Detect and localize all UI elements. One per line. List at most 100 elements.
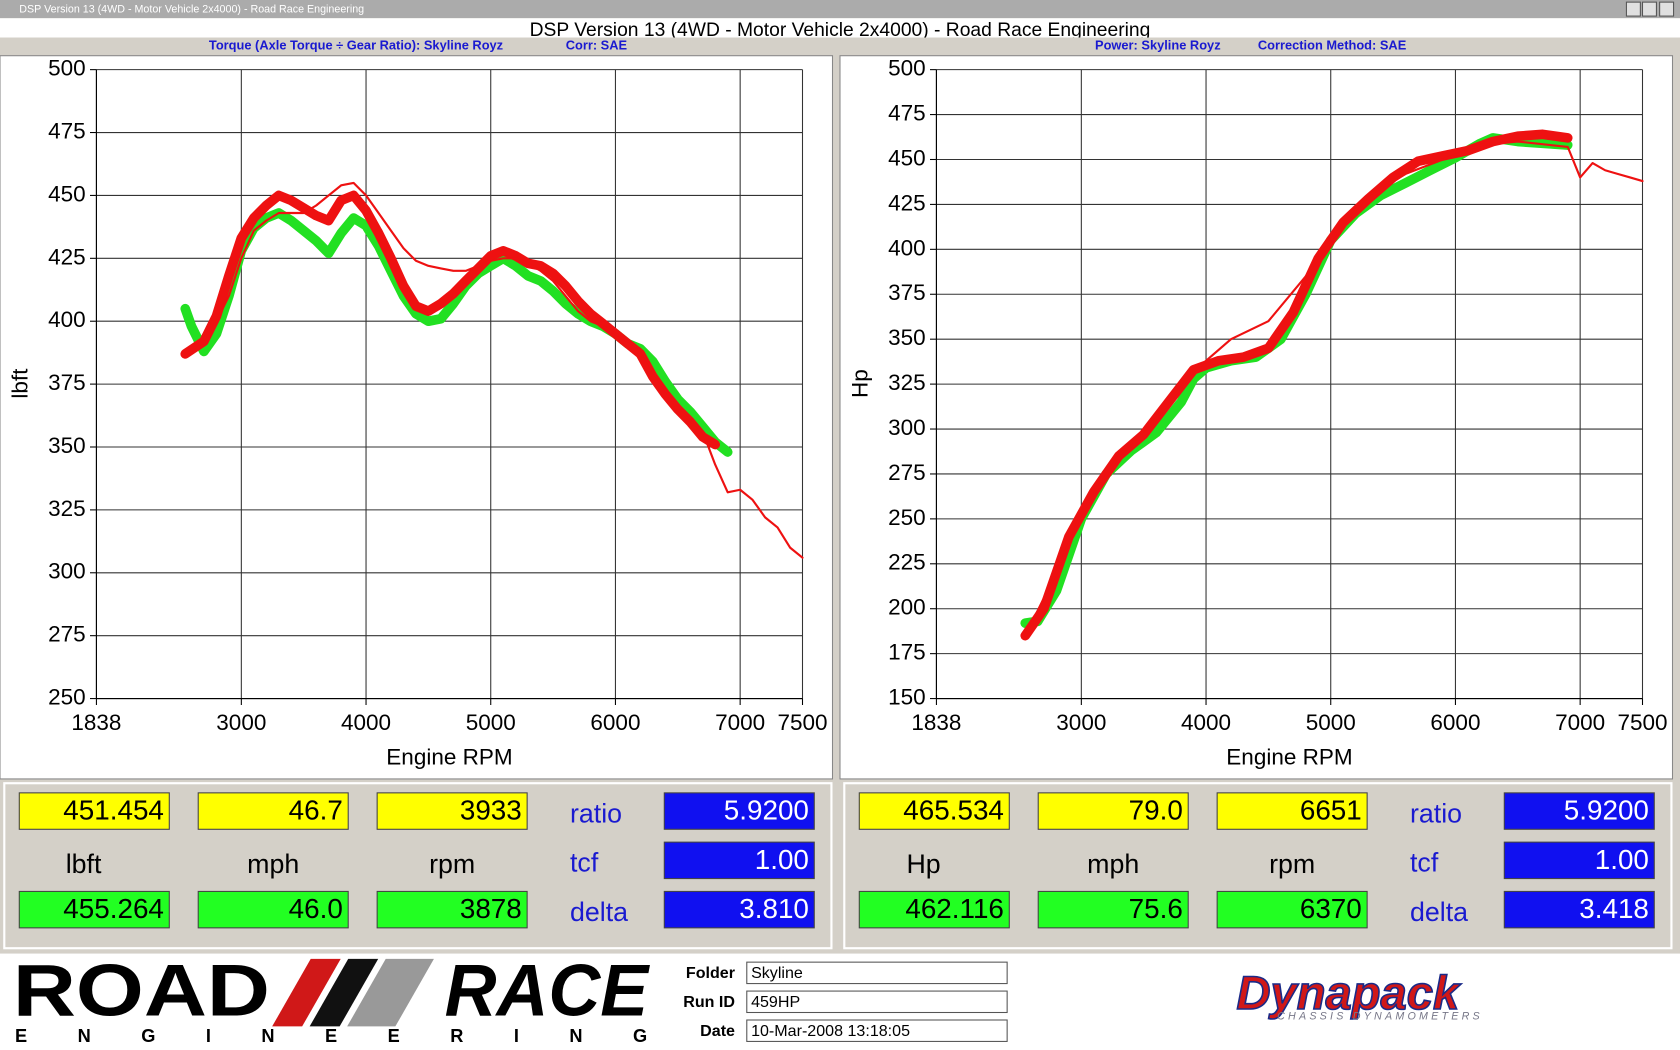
y-tick-label: 175: [888, 640, 926, 665]
factor-box: [663, 890, 815, 929]
y-axis-label: lbft: [7, 368, 32, 399]
header-title: DSP Version 13 (4WD - Motor Vehicle 2x40…: [530, 20, 1151, 41]
y-tick-label: 250: [48, 685, 86, 710]
y-tick-label: 475: [48, 118, 86, 143]
peak-box: [197, 890, 349, 929]
factor-value: 3.418: [1579, 893, 1649, 924]
header-bar: [0, 18, 1680, 38]
current-value: 465.534: [903, 795, 1004, 826]
factor-label: delta: [1410, 897, 1468, 927]
y-tick-label: 275: [48, 622, 86, 647]
logo-slash: [272, 958, 341, 1027]
y-tick-label: 325: [48, 496, 86, 521]
field-box: [746, 1019, 1008, 1042]
field-value: 10-Mar-2008 13:18:05: [751, 1022, 910, 1040]
unit-label: Hp: [906, 849, 940, 879]
field-box: [746, 990, 1008, 1014]
logo-slash: [347, 958, 434, 1027]
y-tick-label: 350: [888, 325, 926, 350]
unit-label: rpm: [429, 849, 475, 879]
y-tick-label: 400: [48, 307, 86, 332]
y-tick-label: 325: [888, 370, 926, 395]
factor-box: [663, 841, 815, 880]
field-box: [746, 961, 1008, 985]
y-tick-label: 150: [888, 685, 926, 710]
y-tick-label: 300: [888, 415, 926, 440]
field-value: 459HP: [751, 993, 800, 1011]
factor-value: 3.810: [739, 893, 809, 924]
x-tick-label: 1838: [71, 710, 121, 735]
x-tick-label: 7000: [715, 710, 765, 735]
x-tick-label: 1838: [911, 710, 961, 735]
factor-value: 5.9200: [1564, 795, 1649, 826]
y-tick-label: 425: [48, 244, 86, 269]
x-tick-label: 7000: [1555, 710, 1605, 735]
y-tick-label: 375: [48, 370, 86, 395]
peak-value: 75.6: [1129, 893, 1183, 924]
y-tick-label: 225: [888, 550, 926, 575]
y-tick-label: 275: [888, 460, 926, 485]
factor-box: [663, 792, 815, 830]
close-button[interactable]: [1659, 1, 1675, 17]
current-box: [18, 792, 170, 830]
window-title: DSP Version 13 (4WD - Motor Vehicle 2x40…: [19, 3, 364, 15]
factor-value: 1.00: [1595, 844, 1649, 875]
y-tick-label: 450: [48, 181, 86, 206]
maximize-button[interactable]: [1641, 1, 1657, 17]
current-value: 46.7: [289, 795, 343, 826]
peak-value: 3878: [460, 893, 522, 924]
chart-subtitle: Correction Method: SAE: [1258, 37, 1407, 52]
current-value: 3933: [460, 795, 522, 826]
y-tick-label: 425: [888, 190, 926, 215]
minimize-button[interactable]: [1625, 1, 1641, 17]
current-value: 6651: [1300, 795, 1362, 826]
x-tick-label: 3000: [1056, 710, 1106, 735]
current-box: [858, 792, 1010, 830]
data-line: [180, 190, 720, 450]
current-box: [376, 792, 528, 830]
field-label: Folder: [686, 964, 735, 982]
peak-value: 6370: [1300, 893, 1362, 924]
x-tick-label: 4000: [1181, 710, 1231, 735]
peak-value: 462.116: [905, 893, 1004, 924]
plot-panel: [0, 55, 834, 780]
factor-value: 1.00: [755, 844, 809, 875]
y-tick-label: 450: [888, 145, 926, 170]
current-box: [1037, 792, 1189, 830]
plot-panel: [839, 55, 1674, 780]
title-bar: [0, 0, 1680, 19]
current-value: 451.454: [63, 795, 164, 826]
logo-slash: [309, 958, 379, 1027]
field-label: Date: [700, 1022, 735, 1040]
factor-label: ratio: [570, 798, 622, 828]
chart-title: Torque (Axle Torque ÷ Gear Ratio): Skyli…: [209, 37, 503, 52]
unit-label: rpm: [1269, 849, 1315, 879]
logo-road: ROAD: [13, 951, 270, 1032]
current-box: [197, 792, 349, 830]
y-tick-label: 500: [888, 56, 926, 81]
y-tick-label: 500: [48, 56, 86, 81]
x-tick-label: 7500: [1617, 710, 1667, 735]
x-tick-label: 5000: [1306, 710, 1356, 735]
y-tick-label: 250: [888, 505, 926, 530]
peak-value: 46.0: [289, 893, 343, 924]
y-tick-label: 375: [888, 280, 926, 305]
factor-value: 5.9200: [724, 795, 809, 826]
y-tick-label: 300: [48, 559, 86, 584]
peak-box: [376, 890, 528, 929]
y-tick-label: 475: [888, 101, 926, 126]
x-tick-label: 6000: [1430, 710, 1480, 735]
y-tick-label: 350: [48, 433, 86, 458]
peak-box: [858, 890, 1010, 929]
y-tick-label: 400: [888, 235, 926, 260]
data-line: [184, 181, 804, 559]
field-value: Skyline: [751, 964, 803, 982]
factor-box: [1503, 792, 1655, 830]
factor-label: tcf: [1410, 848, 1439, 878]
peak-box: [18, 890, 170, 929]
x-axis-label: Engine RPM: [386, 745, 512, 770]
logo-dynapack: Dynapack: [1237, 966, 1462, 1019]
peak-value: 455.264: [63, 893, 164, 924]
